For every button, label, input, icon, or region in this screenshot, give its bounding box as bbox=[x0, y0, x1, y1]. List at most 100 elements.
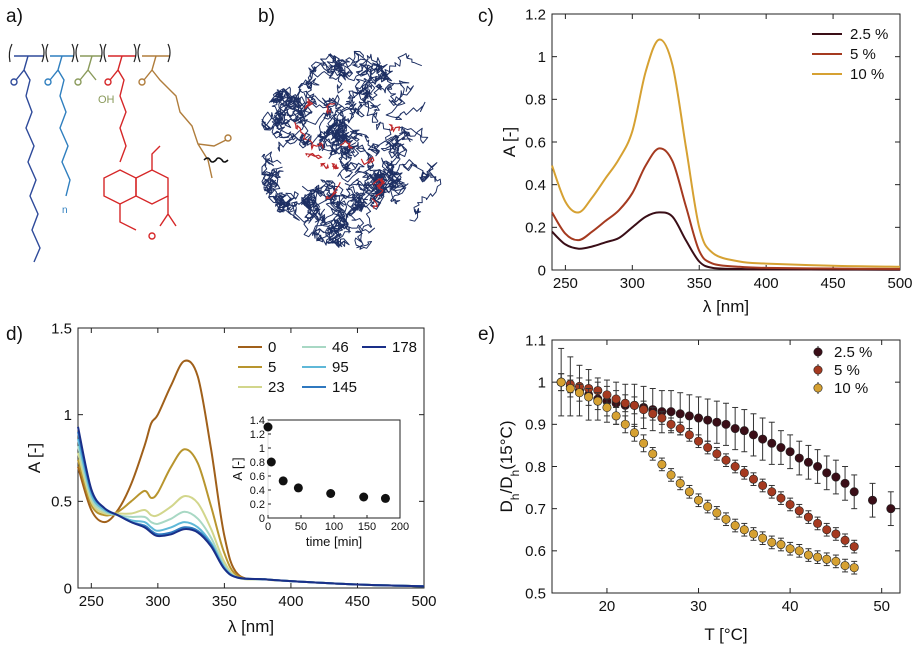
data-point bbox=[748, 430, 758, 440]
legend-marker bbox=[813, 365, 823, 375]
legend-entry: 178 bbox=[392, 339, 417, 356]
x-tick-label: 400 bbox=[278, 593, 303, 610]
y-tick-label: 0.5 bbox=[525, 585, 546, 602]
inset-y-tick-label: 0.6 bbox=[250, 471, 265, 483]
x-tick-label: 350 bbox=[212, 593, 237, 610]
coumarin-segment bbox=[308, 139, 324, 151]
data-point bbox=[776, 443, 786, 453]
y-tick-label: 0.2 bbox=[525, 220, 546, 237]
data-point bbox=[730, 424, 740, 434]
data-point bbox=[584, 392, 594, 402]
polymer-chain bbox=[328, 50, 374, 82]
data-point bbox=[849, 542, 859, 552]
legend-entry: 10 % bbox=[850, 66, 884, 83]
inset-point bbox=[278, 476, 288, 486]
y-tick-label: 0.6 bbox=[525, 543, 546, 560]
chart-e: 20 30 40 50 0.5 0.6 0.7 0.8 0.9 1 1.1 2.5 %5 %10 % T… bbox=[497, 332, 901, 644]
legend-entry: 10 % bbox=[834, 380, 868, 397]
x-axis-label: T [°C] bbox=[704, 625, 747, 644]
polymer-globule-drawing bbox=[261, 50, 442, 250]
data-point bbox=[639, 438, 649, 448]
inset-y-tick-label: 1 bbox=[259, 443, 265, 455]
y-tick-label: 0 bbox=[64, 580, 72, 597]
data-point bbox=[721, 419, 731, 429]
inset-y-tick-label: 0.2 bbox=[250, 499, 265, 511]
x-tick-label: 500 bbox=[887, 275, 912, 292]
data-point bbox=[739, 468, 749, 478]
inset-point bbox=[359, 492, 369, 502]
coumarin-segment bbox=[388, 123, 401, 133]
data-point bbox=[629, 400, 639, 410]
data-point bbox=[739, 426, 749, 436]
chart-d: 250 300 350 400 450 50000.511.505234695145178… bbox=[25, 320, 437, 636]
y-tick-label: 0.8 bbox=[525, 92, 546, 109]
series-line-10 bbox=[551, 38, 901, 268]
data-point bbox=[758, 533, 768, 543]
data-point bbox=[675, 478, 685, 488]
inset-x-tick-label: 200 bbox=[391, 521, 409, 533]
plot-frame bbox=[551, 13, 901, 271]
x-tick-label: 500 bbox=[411, 593, 436, 610]
data-point bbox=[785, 544, 795, 554]
inset-x-tick-label: 150 bbox=[358, 521, 376, 533]
polymer-chain bbox=[286, 64, 426, 120]
data-point bbox=[840, 535, 850, 545]
panel-label-d: d) bbox=[6, 324, 23, 345]
x-axis-label: λ [nm] bbox=[228, 617, 274, 636]
data-point bbox=[822, 468, 832, 478]
polymer-chain bbox=[263, 184, 299, 215]
inset-point bbox=[266, 457, 276, 467]
polymer-chain bbox=[352, 53, 422, 94]
chart-c: 250 300 350 400 450 500 0 0.2 0.4 0.6 0.8 1 1.2 2.5 %… bbox=[500, 6, 913, 316]
data-point bbox=[684, 487, 694, 497]
polymer-chain bbox=[347, 157, 407, 210]
data-point bbox=[602, 402, 612, 412]
x-tick-label: 250 bbox=[79, 593, 104, 610]
series-10 bbox=[556, 373, 859, 575]
data-point bbox=[868, 495, 878, 505]
x-tick-label: 30 bbox=[690, 598, 707, 615]
data-point bbox=[886, 504, 896, 514]
series-line-25 bbox=[551, 211, 901, 271]
inset-y-tick-label: 0 bbox=[259, 513, 265, 525]
data-point bbox=[767, 438, 777, 448]
x-tick-label: 450 bbox=[345, 593, 370, 610]
coumarin-segment bbox=[371, 198, 379, 209]
data-point bbox=[813, 518, 823, 528]
legend-entry: 2.5 % bbox=[834, 344, 872, 361]
inset-x-axis-label: time [min] bbox=[306, 534, 362, 549]
data-point bbox=[840, 561, 850, 571]
y-tick-label: 0.9 bbox=[525, 417, 546, 434]
polymer-chain bbox=[261, 90, 346, 152]
data-point bbox=[666, 419, 676, 429]
polymer-chain bbox=[330, 141, 385, 214]
polymer-chain bbox=[389, 159, 442, 222]
coumarin-segment bbox=[304, 98, 314, 110]
data-point bbox=[739, 525, 749, 535]
data-point bbox=[831, 472, 841, 482]
polymer-chain bbox=[327, 201, 376, 250]
polymer-chain bbox=[376, 121, 413, 176]
inset-point bbox=[326, 489, 336, 498]
data-point bbox=[813, 552, 823, 562]
data-point bbox=[556, 377, 566, 387]
y-tick-label: 1 bbox=[64, 407, 72, 424]
panel-label-a: a) bbox=[6, 6, 23, 27]
coumarin-segment bbox=[372, 177, 386, 187]
x-tick-label: 300 bbox=[145, 593, 170, 610]
data-point bbox=[803, 512, 813, 522]
y-tick-label: 0.5 bbox=[51, 494, 72, 511]
data-point bbox=[666, 470, 676, 480]
x-tick-label: 250 bbox=[553, 275, 578, 292]
legend-entry: 5 % bbox=[850, 46, 876, 63]
x-tick-label: 20 bbox=[599, 598, 616, 615]
polymer-chain bbox=[274, 86, 308, 149]
plot-frame bbox=[77, 327, 425, 589]
coumarin-segment bbox=[360, 156, 375, 166]
data-point bbox=[703, 502, 713, 512]
y-tick-label: 0.4 bbox=[525, 177, 546, 194]
repeat-n-label: n bbox=[62, 205, 68, 216]
data-point bbox=[758, 434, 768, 444]
data-point bbox=[703, 415, 713, 425]
y-axis-label: A [-] bbox=[500, 127, 519, 157]
